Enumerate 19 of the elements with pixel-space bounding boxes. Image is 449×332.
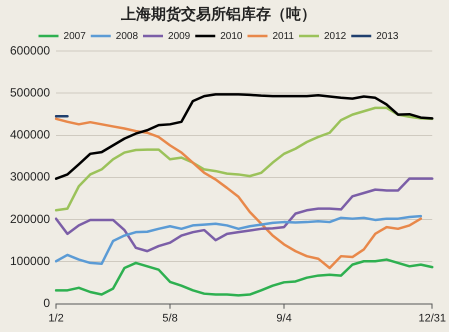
legend-label: 2012 [324, 30, 347, 42]
legend-label: 2013 [376, 30, 399, 42]
y-tick-label: 600000 [10, 43, 50, 58]
x-tick-label: 1/2 [48, 312, 64, 324]
y-tick-label: 200000 [10, 212, 50, 226]
y-tick-label: 300000 [10, 170, 50, 184]
y-tick-label: 0 [43, 296, 50, 310]
x-tick-label: 12/31 [418, 312, 446, 324]
y-tick-label: 100000 [10, 254, 50, 268]
legend-label: 2009 [168, 30, 191, 42]
legend-label: 2007 [64, 30, 86, 42]
legend-label: 2008 [116, 30, 138, 42]
chart-title: 上海期货交易所铝库存（吨） [120, 4, 316, 23]
y-tick-label: 400000 [10, 128, 50, 142]
legend-label: 2010 [220, 30, 243, 42]
y-tick-label: 500000 [10, 85, 50, 100]
x-tick-label: 9/4 [276, 312, 292, 324]
legend-label: 2011 [272, 30, 294, 42]
x-tick-label: 5/8 [162, 312, 178, 324]
